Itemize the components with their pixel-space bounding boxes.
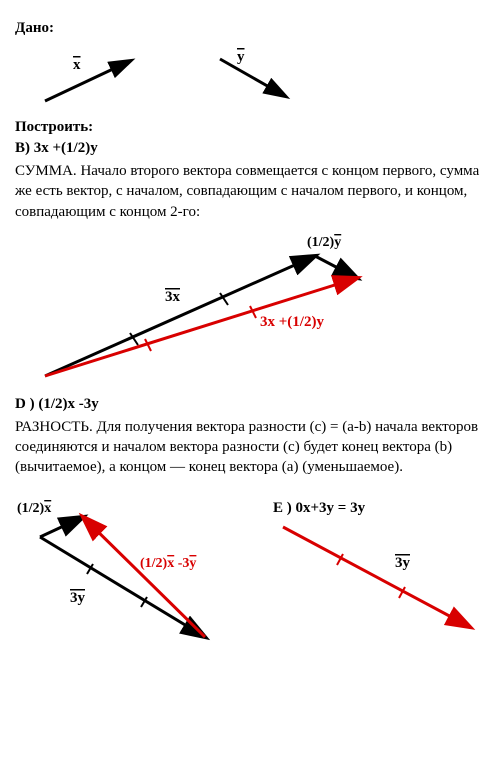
diagram-de-svg: (1/2)x 3y (1/2)x -3y E ) 0x+3y = 3y 3y <box>15 482 485 652</box>
svg-text:3x: 3x <box>165 289 181 305</box>
sum-text: Начало второго вектора совмещается с кон… <box>15 163 479 220</box>
diagram-d-halfx-label: (1/2)x <box>17 501 51 516</box>
vec-y-label: y <box>237 49 245 65</box>
item-b-label: B) 3x +(1/2)y <box>15 140 485 157</box>
svg-text:3y: 3y <box>395 555 411 571</box>
diagram-b-3x-label: 3x <box>165 289 181 305</box>
svg-text:(1/2)y: (1/2)y <box>307 235 341 250</box>
item-e-label: E ) 0x+3y = 3y <box>273 500 366 516</box>
svg-text:(1/2)x: (1/2)x <box>17 501 51 516</box>
svg-text:x: x <box>73 57 81 73</box>
diagram-b-halfy-label: (1/2)y <box>307 235 341 250</box>
vec-x-label: x <box>73 57 81 73</box>
given-heading: Дано: <box>15 20 485 37</box>
diagram-b-svg: 3x (1/2)y 3x +(1/2)y <box>15 226 485 386</box>
diagram-d-3y-label: 3y <box>70 590 86 606</box>
svg-text:3y: 3y <box>70 590 86 606</box>
build-heading: Построить: <box>15 119 485 136</box>
svg-text:(1/2)x -3y: (1/2)x -3y <box>140 556 196 571</box>
sum-paragraph: СУММА. Начало второго вектора совмещаетс… <box>15 161 485 222</box>
diagram-b-result-label: 3x +(1/2)y <box>260 314 324 330</box>
diagram-d-result-label: (1/2)x -3y <box>140 556 196 571</box>
diff-heading: РАЗНОСТЬ. <box>15 419 93 435</box>
diagram-e-3y-label: 3y <box>395 555 411 571</box>
given-vectors-svg: x y <box>15 41 485 111</box>
svg-text:y: y <box>237 49 245 65</box>
diff-paragraph: РАЗНОСТЬ. Для получения вектора разности… <box>15 417 485 478</box>
sum-heading: СУММА. <box>15 163 77 179</box>
item-d-label: D ) (1/2)x -3y <box>15 396 485 413</box>
